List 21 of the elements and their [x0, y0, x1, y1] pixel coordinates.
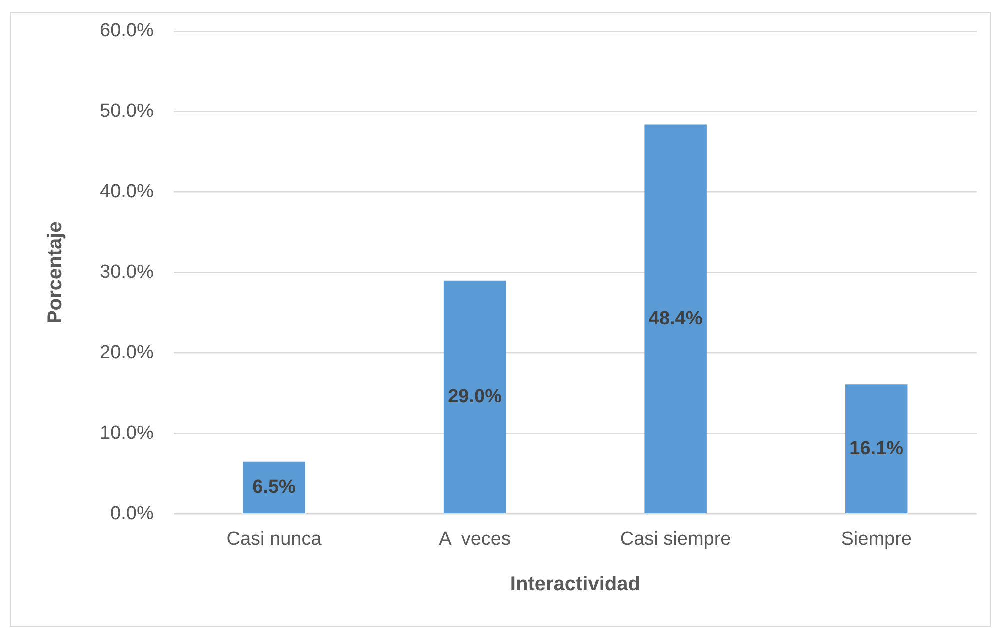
y-tick-label: 0.0%: [110, 503, 154, 524]
y-tick-label: 50.0%: [100, 101, 154, 122]
x-tick-label: Casi siempre: [620, 528, 732, 550]
y-tick-label: 10.0%: [100, 422, 154, 444]
y-tick-label: 60.0%: [100, 20, 154, 42]
x-tick-label: A veces: [439, 528, 511, 550]
data-label: 48.4%: [648, 308, 703, 330]
data-label: 6.5%: [252, 476, 296, 498]
bar: [444, 280, 506, 514]
data-label: 16.1%: [850, 438, 904, 460]
bar: [243, 462, 306, 514]
data-label: 29.0%: [448, 386, 502, 408]
x-tick-label: Casi nunca: [226, 528, 322, 550]
x-axis-title: Interactividad: [510, 574, 640, 596]
y-tick-label: 20.0%: [100, 342, 154, 364]
y-axis-title: Porcentaje: [44, 222, 67, 324]
y-tick-label: 40.0%: [100, 182, 154, 203]
y-tick-label: 30.0%: [100, 262, 154, 284]
bar: [845, 384, 908, 514]
x-tick-label: Siempre: [841, 528, 912, 550]
bar: [644, 124, 707, 514]
